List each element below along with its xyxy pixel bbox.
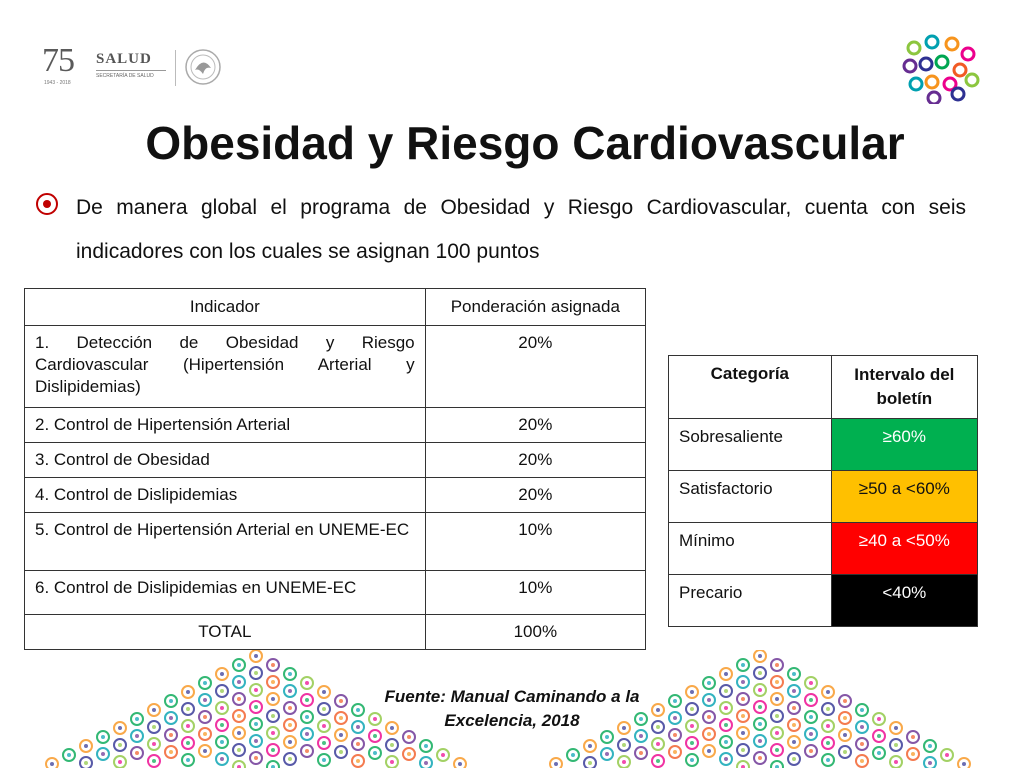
logo-salud-sub: SECRETARÍA DE SALUD <box>96 70 166 79</box>
category-row: Precario <40% <box>668 574 979 627</box>
ring-pattern-decoration <box>45 650 971 768</box>
table-row: 3. Control de Obesidad 20% <box>24 442 647 478</box>
intro-paragraph: De manera global el programa de Obesidad… <box>76 196 966 263</box>
radio-bullet-icon <box>36 193 58 215</box>
range-cell: ≥50 a <60% <box>830 470 979 523</box>
range-cell: <40% <box>830 574 979 627</box>
weight-cell: 20% <box>424 407 647 443</box>
mexico-seal-icon <box>185 49 221 85</box>
category-row: Sobresaliente ≥60% <box>668 418 979 471</box>
total-label-cell: TOTAL <box>24 614 426 650</box>
rings-logo-icon <box>902 34 980 104</box>
logo-75-number: 75 <box>42 42 75 79</box>
table-row: 6. Control de Dislipidemias en UNEME-EC … <box>24 570 647 615</box>
logo-75-anos: 75 1943 - 2018 <box>42 44 92 90</box>
weight-cell: 20% <box>424 442 647 478</box>
table-row: 4. Control de Dislipidemias 20% <box>24 477 647 513</box>
category-cell: Satisfactorio <box>668 470 832 523</box>
category-cell: Precario <box>668 574 832 627</box>
indicator-cell: 3. Control de Obesidad <box>24 442 426 478</box>
logo-salud: SALUD SECRETARÍA DE SALUD <box>96 51 166 81</box>
weight-cell: 10% <box>424 512 647 571</box>
category-row: Satisfactorio ≥50 a <60% <box>668 470 979 523</box>
indicators-table: Indicador Ponderación asignada 1. Detecc… <box>24 288 647 650</box>
slide-title: Obesidad y Riesgo Cardiovascular <box>145 117 905 169</box>
table-row: 5. Control de Hipertensión Arterial en U… <box>24 512 647 571</box>
category-column-header: Categoría <box>668 355 832 419</box>
table-row: 2. Control de Hipertensión Arterial 20% <box>24 407 647 443</box>
category-row: Mínimo ≥40 a <50% <box>668 522 979 575</box>
table-row: 1. Detección de Obesidad y Riesgo Cardio… <box>24 325 647 408</box>
weight-cell: 10% <box>424 570 647 615</box>
weight-cell: 20% <box>424 325 647 408</box>
indicator-cell: 4. Control de Dislipidemias <box>24 477 426 513</box>
indicator-cell: 2. Control de Hipertensión Arterial <box>24 407 426 443</box>
source-caption: Fuente: Manual Caminando a la Excelencia… <box>384 687 640 730</box>
category-cell: Mínimo <box>668 522 832 575</box>
indicators-header-row: Indicador Ponderación asignada <box>24 288 647 326</box>
indicator-cell: 5. Control de Hipertensión Arterial en U… <box>24 512 426 571</box>
category-table: Categoría Intervalo del boletín Sobresal… <box>668 355 979 627</box>
logo-divider <box>175 50 176 86</box>
category-header-row: Categoría Intervalo del boletín <box>668 355 979 419</box>
weight-cell: 20% <box>424 477 647 513</box>
logo-salud-name: SALUD <box>96 51 152 67</box>
range-column-header: Intervalo del boletín <box>830 355 979 419</box>
logo-75-years: 1943 - 2018 <box>44 80 71 86</box>
category-cell: Sobresaliente <box>668 418 832 471</box>
total-weight-cell: 100% <box>424 614 647 650</box>
indicator-column-header: Indicador <box>24 288 426 326</box>
indicator-cell: 6. Control de Dislipidemias en UNEME-EC <box>24 570 426 615</box>
range-cell: ≥40 a <50% <box>830 522 979 575</box>
range-cell: ≥60% <box>830 418 979 471</box>
indicator-cell: 1. Detección de Obesidad y Riesgo Cardio… <box>24 325 426 408</box>
weight-column-header: Ponderación asignada <box>424 288 647 326</box>
table-row-total: TOTAL 100% <box>24 614 647 650</box>
